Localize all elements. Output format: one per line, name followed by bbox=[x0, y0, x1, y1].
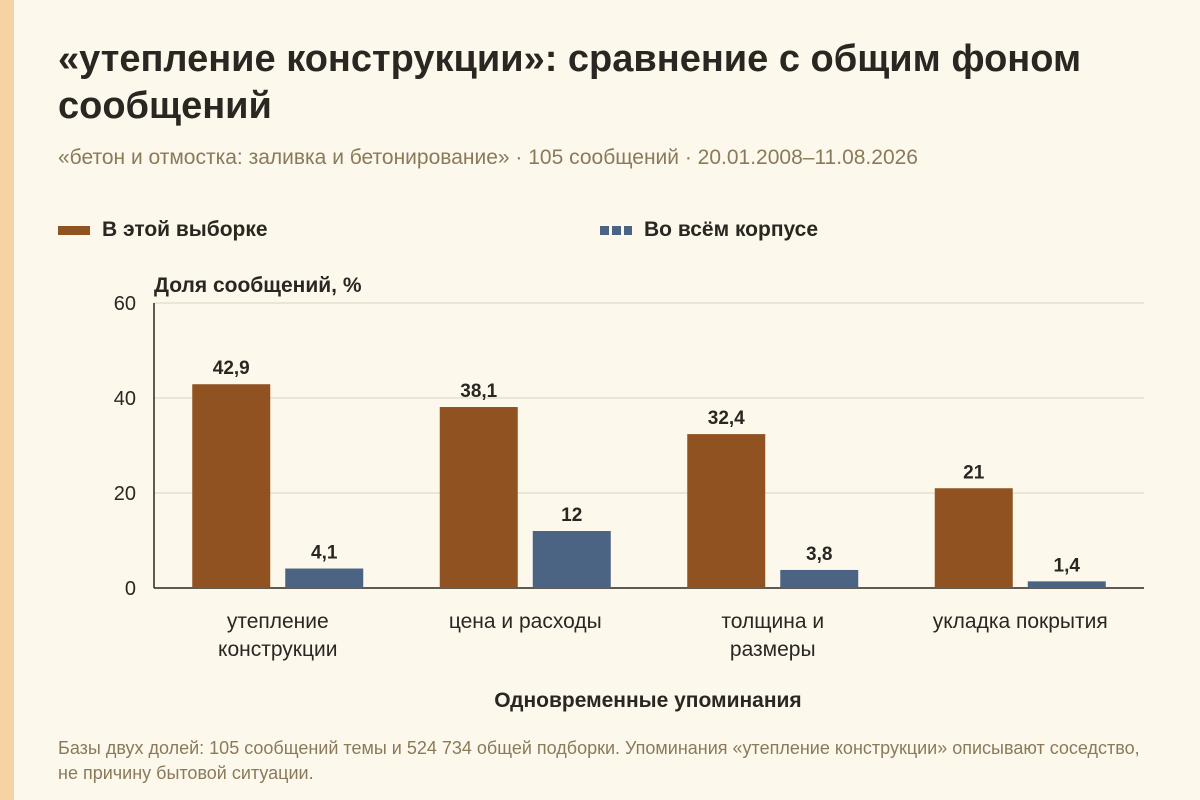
accent-stripe bbox=[0, 0, 14, 800]
y-axis-title: Доля сообщений, % bbox=[154, 274, 362, 297]
y-tick-label: 60 bbox=[114, 293, 136, 315]
x-category-label: укладка покрытия bbox=[933, 610, 1108, 633]
data-label-sample: 38,1 bbox=[460, 381, 497, 402]
legend-label-sample: В этой выборке bbox=[102, 218, 268, 241]
legend-swatch-corpus bbox=[600, 225, 632, 235]
legend-item-sample: В этой выборке bbox=[58, 218, 268, 242]
data-label-sample: 42,9 bbox=[213, 358, 250, 379]
data-label-corpus: 1,4 bbox=[1054, 555, 1081, 576]
legend-item-corpus: Во всём корпусе bbox=[600, 218, 818, 242]
x-axis-title: Одновременные упоминания bbox=[494, 689, 801, 712]
y-tick-label: 20 bbox=[114, 483, 136, 505]
legend-swatch-sample bbox=[58, 225, 90, 235]
bar-corpus bbox=[532, 531, 611, 588]
data-label-corpus: 3,8 bbox=[806, 544, 832, 565]
legend-label-corpus: Во всём корпусе bbox=[644, 218, 819, 241]
page-subtitle: «бетон и отмостка: заливка и бетонирован… bbox=[58, 146, 918, 169]
bar-sample bbox=[687, 434, 766, 588]
data-label-corpus: 12 bbox=[561, 505, 582, 526]
page-title: «утепление конструкции»: сравнение с общ… bbox=[58, 38, 1082, 127]
bar-corpus bbox=[285, 568, 364, 588]
x-category-label: цена и расходы bbox=[449, 610, 602, 633]
data-label-corpus: 4,1 bbox=[311, 543, 338, 564]
bar-sample bbox=[934, 488, 1013, 588]
y-tick-label: 0 bbox=[125, 578, 136, 600]
data-label-sample: 21 bbox=[963, 462, 985, 483]
bar-sample bbox=[439, 407, 518, 588]
x-category-label: утепление конструкции bbox=[218, 610, 337, 661]
footer-note: Базы двух долей: 105 сообщений темы и 52… bbox=[58, 738, 1140, 783]
y-tick-label: 40 bbox=[114, 388, 136, 410]
data-label-sample: 32,4 bbox=[708, 408, 745, 429]
bar-corpus bbox=[780, 569, 859, 588]
x-category-label: толщина и размеры bbox=[721, 610, 824, 661]
bar-sample bbox=[192, 384, 271, 588]
bar-corpus bbox=[1027, 581, 1106, 588]
